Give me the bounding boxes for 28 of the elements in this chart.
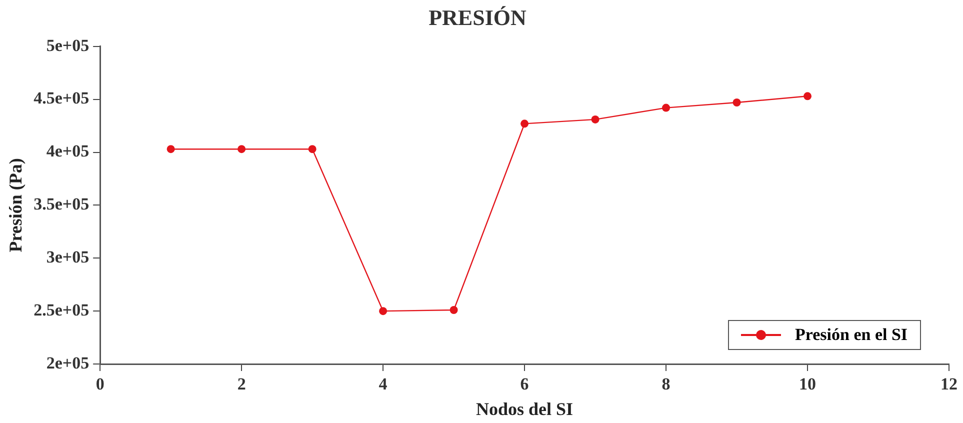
y-tick-label: 2.5e+05 [34,300,90,320]
legend-label: Presión en el SI [795,325,908,345]
x-tick-label: 2 [237,374,246,394]
point [804,92,812,100]
y-tick-label: 5e+05 [46,36,90,55]
chart-title: PRESIÓN [428,4,527,30]
point [662,104,670,112]
y-tick-label: 3e+05 [46,248,90,267]
point [308,145,316,154]
y-axis-title: Presión (Pa) [5,158,26,252]
point [166,145,175,154]
point [238,145,246,154]
point [591,115,600,124]
x-tick-label: 10 [799,374,816,394]
x-tick-label: 4 [378,374,388,394]
y-tick-label: 4.5e+05 [34,88,90,108]
point [450,306,458,314]
x-axis-title: Nodos del SI [476,398,574,419]
x-tick-label: 0 [96,374,104,394]
point [732,98,741,107]
y-tick-label: 4e+05 [46,142,90,161]
x-tick-label: 12 [940,374,958,394]
x-tick-label: 8 [662,374,670,394]
point [520,120,529,128]
y-tick-label: 3.5e+05 [34,194,90,214]
x-tick-label: 6 [520,374,529,394]
y-tick-label: 2e+05 [46,353,90,372]
point [379,307,388,316]
